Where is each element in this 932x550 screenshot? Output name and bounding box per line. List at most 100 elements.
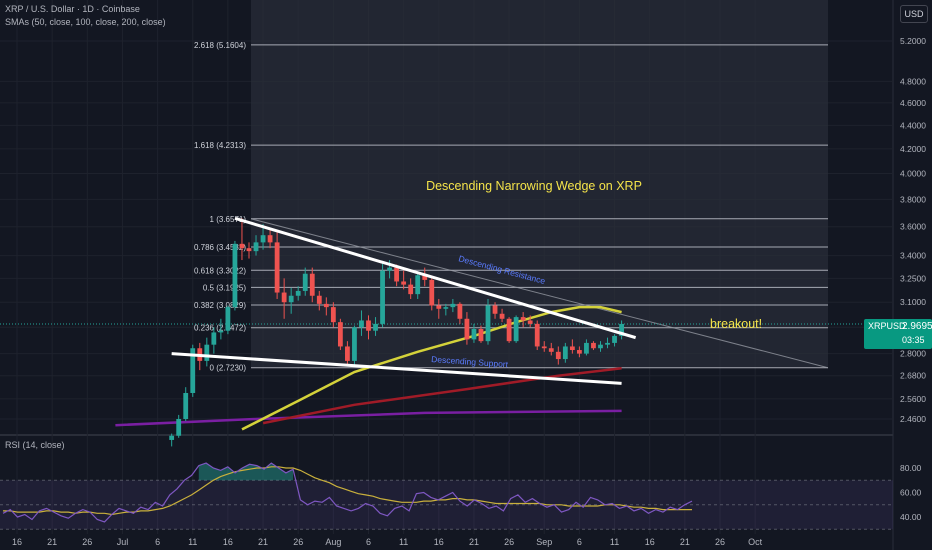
candle-body [415,275,421,295]
candle-body [562,346,568,360]
candle-body [359,320,364,328]
candle-body [373,323,378,331]
candle-body [457,303,463,319]
fib-level-label: 0.382 (3.0829) [194,301,246,310]
rsi-tick-label: 80.00 [900,463,922,473]
x-tick-label: 21 [258,537,268,547]
fib-level-label: 0.786 (3.4582) [194,243,246,252]
x-tick-label: 6 [155,537,160,547]
rsi-line [2,462,693,523]
x-tick-label: 16 [12,537,22,547]
candle-body [323,303,329,308]
rsi-tick-label: 40.00 [900,512,922,522]
candle-body [281,292,287,303]
x-tick-label: 16 [223,537,233,547]
price-tick-label: 3.4000 [900,251,926,261]
x-tick-label: 6 [577,537,582,547]
candle-body [330,307,336,323]
candle-body [464,318,470,340]
x-tick-label: 11 [399,537,408,547]
candle-body [302,273,308,291]
candle-body [527,320,533,324]
price-tick-label: 4.0000 [900,168,926,178]
candle-body [436,305,442,309]
candle-body [267,235,273,243]
fib-level-label: 2.618 (5.1604) [194,41,246,50]
symbol-title: XRP / U.S. Dollar · 1D · Coinbase [5,4,140,14]
sma100-line [262,367,622,425]
breakout-annotation: breakout! [710,317,762,331]
price-tick-label: 3.6000 [900,222,926,232]
x-tick-label: 11 [188,537,197,547]
price-tick-label: 4.6000 [900,98,926,108]
candle-body [190,348,196,393]
fib-level-label: 0.236 (2.9472) [194,324,246,333]
rsi-pane [0,436,893,536]
candle-body [506,318,512,342]
candle-body [260,235,266,243]
candle-body [309,273,315,296]
x-tick-label: 6 [366,537,371,547]
candle-body [169,435,175,440]
candle-body [577,350,582,354]
candle-body [345,346,350,361]
price-tick-label: 3.1000 [900,297,926,307]
candle-body [605,342,610,345]
x-tick-label: Oct [748,537,763,547]
price-tick-label: 3.2500 [900,273,926,283]
candle-body [246,248,252,252]
fibonacci-zone [251,0,828,368]
x-tick-label: 21 [680,537,690,547]
candle-body [598,344,603,349]
x-tick-label: 21 [469,537,479,547]
rsi-legend: RSI (14, close) [5,440,65,450]
x-tick-label: 26 [715,537,725,547]
candle-body [232,243,238,308]
candle-body [225,307,231,331]
price-tick-label: 5.2000 [900,36,926,46]
chart-title: Descending Narrowing Wedge on XRP [426,179,642,193]
x-tick-label: 21 [47,537,57,547]
fib-level-label: 0 (2.7230) [210,364,247,373]
sma50-line [241,305,622,431]
candle-body [316,295,322,304]
candle-body [387,267,392,271]
price-tick-label: 4.2000 [900,144,926,154]
currency-button[interactable]: USD [900,5,928,23]
candle-body [183,392,189,419]
candle-body [239,243,245,249]
candle-body [584,342,589,354]
candle-body [471,328,477,340]
candle-body [485,305,491,342]
candle-body [569,346,575,351]
candle-body [274,242,280,293]
x-tick-label: 16 [434,537,444,547]
candle-body [478,328,484,342]
candle-body [366,320,371,331]
fib-level-label: 0.5 (3.1925) [203,283,246,292]
candle-body [591,342,596,349]
candle-body [612,335,617,343]
candle-body [499,313,505,319]
candle-body [534,323,540,347]
price-tick-label: 2.5600 [900,394,926,404]
x-tick-label: Sep [536,537,552,547]
rsi-ma-line [3,466,692,516]
price-tick-label: 2.4600 [900,414,926,424]
candle-body [429,279,435,306]
candle-body [204,344,210,361]
support-trendline [171,352,622,385]
candle-body [176,419,182,436]
sma200-line [115,409,622,427]
candle-body [288,295,294,303]
candle-body [380,270,385,324]
candle-body [555,351,561,360]
candle-body [295,290,301,296]
candle-body [443,307,449,309]
candle-body [619,323,624,336]
candle-body [394,267,400,282]
fib-level-label: 1 (3.6571) [210,215,247,224]
price-tick-label: 2.6800 [900,371,926,381]
x-tick-label: 26 [82,537,92,547]
